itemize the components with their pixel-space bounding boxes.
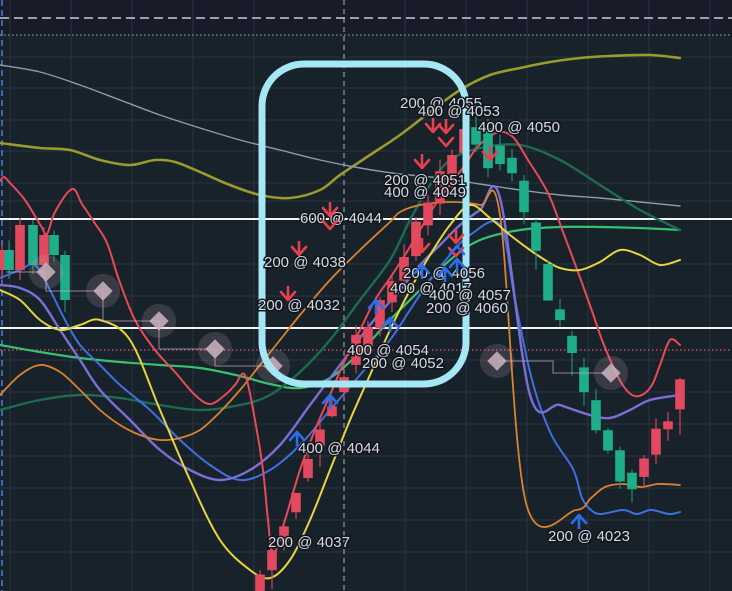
svg-text:400 @ 4044: 400 @ 4044 bbox=[298, 440, 380, 457]
svg-text:400 @ 4050: 400 @ 4050 bbox=[478, 119, 560, 136]
svg-text:200 @ 4060: 200 @ 4060 bbox=[426, 300, 508, 317]
svg-text:400 @ 4053: 400 @ 4053 bbox=[418, 103, 500, 120]
svg-text:200 @ 4037: 200 @ 4037 bbox=[268, 534, 350, 551]
svg-text:400 @ 4049: 400 @ 4049 bbox=[384, 184, 466, 201]
svg-text:200 @ 4032: 200 @ 4032 bbox=[258, 297, 340, 314]
svg-text:200 @ 4023: 200 @ 4023 bbox=[548, 528, 630, 545]
svg-text:600 @ 4044: 600 @ 4044 bbox=[300, 210, 382, 227]
svg-text:200 @ 4038: 200 @ 4038 bbox=[264, 254, 346, 271]
svg-text:200 @ 4052: 200 @ 4052 bbox=[362, 355, 444, 372]
